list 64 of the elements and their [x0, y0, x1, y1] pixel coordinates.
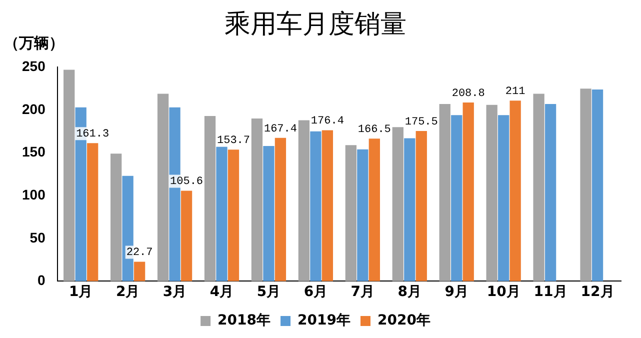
bar	[204, 116, 216, 282]
data-label: 22.7	[126, 247, 153, 260]
data-label: 176.4	[310, 116, 344, 128]
x-tick-label: 6月	[304, 284, 328, 300]
x-tick-label: 9月	[444, 284, 468, 300]
legend-label: 2020年	[377, 312, 430, 329]
bar	[439, 104, 450, 282]
bar	[110, 154, 122, 282]
x-tick-label: 12月	[580, 284, 614, 300]
bar	[451, 115, 462, 282]
bar	[157, 94, 169, 282]
data-label: 153.7	[216, 135, 250, 148]
x-tick-label: 2月	[116, 284, 140, 300]
bar	[134, 262, 146, 282]
data-label: 175.5	[404, 116, 438, 128]
bar	[263, 146, 274, 282]
bar	[533, 94, 544, 282]
bar	[544, 104, 556, 282]
x-tick-label: 3月	[162, 284, 187, 300]
bar	[298, 120, 310, 282]
chart-title: 乘用车月度销量	[224, 9, 406, 40]
x-tick-label: 4月	[210, 284, 234, 300]
data-label: 105.6	[170, 176, 204, 188]
y-tick-label: 150	[22, 144, 46, 160]
x-tick-label: 1月	[68, 284, 93, 300]
bar	[510, 100, 521, 282]
bar	[416, 130, 427, 282]
x-tick-label: 5月	[256, 284, 281, 300]
data-label: 208.8	[452, 88, 485, 100]
bar	[368, 138, 380, 282]
bar	[486, 104, 498, 282]
bar	[322, 130, 334, 282]
bar	[392, 127, 404, 282]
bar	[498, 115, 510, 282]
x-tick-label: 8月	[398, 284, 422, 300]
x-tick-label: 7月	[350, 284, 375, 300]
y-tick-label: 200	[22, 100, 46, 117]
bar	[228, 150, 240, 282]
data-label: 161.3	[76, 128, 110, 141]
bar	[274, 138, 286, 282]
legend-label: 2019年	[298, 312, 350, 329]
legend-label: 2018年	[218, 312, 271, 329]
bar	[345, 145, 356, 282]
bar	[216, 146, 228, 282]
bar	[180, 190, 192, 282]
bar	[87, 143, 98, 282]
x-tick-label: 11月	[534, 284, 568, 300]
y-tick-label: 100	[22, 186, 46, 202]
data-label: 166.5	[358, 124, 391, 136]
bar	[580, 88, 592, 282]
data-label: 167.4	[264, 123, 298, 136]
bar	[64, 70, 75, 282]
bar	[357, 149, 368, 282]
bar	[462, 102, 474, 282]
bar	[592, 89, 604, 282]
y-axis-title: （万辆）	[4, 34, 64, 53]
y-tick-label: 0	[38, 272, 46, 288]
bar	[310, 131, 322, 282]
x-tick-label: 10月	[486, 284, 520, 300]
y-tick-label: 250	[22, 58, 46, 74]
y-tick-label: 50	[30, 229, 46, 246]
bar	[251, 118, 263, 282]
bar	[404, 138, 416, 282]
data-label: 211	[505, 86, 526, 98]
